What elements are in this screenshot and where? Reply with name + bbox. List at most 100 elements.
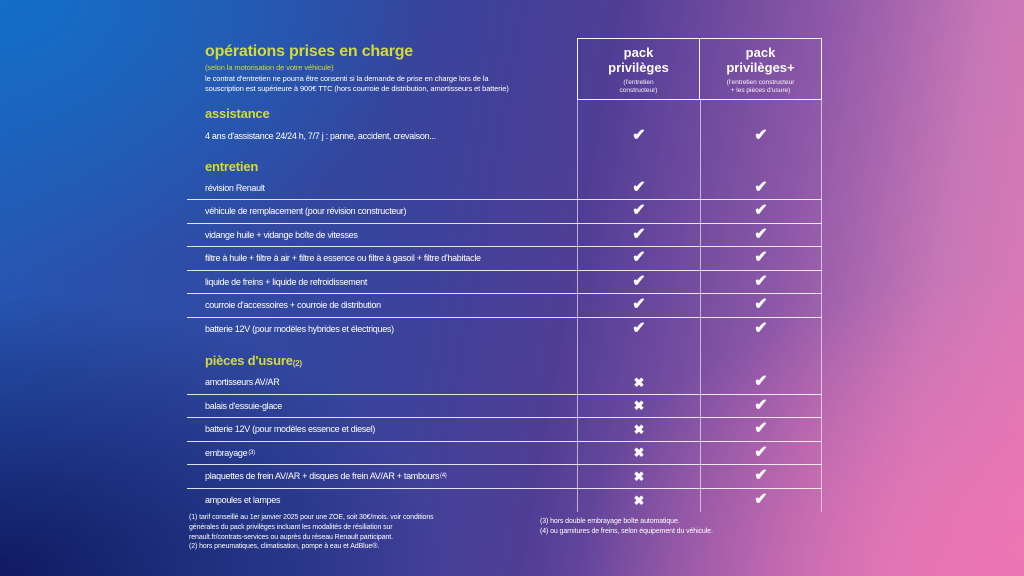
row-label: balais d'essuie-glace xyxy=(187,395,577,418)
pack-privileges-description: (l'entretien constructeur) xyxy=(619,78,658,94)
row-label-text: amortisseurs AV/AR xyxy=(205,377,280,388)
table-cell: ✔ xyxy=(700,247,822,270)
row-label-text: liquide de freins + liquide de refroidis… xyxy=(205,276,368,287)
included-check-icon: ✔ xyxy=(754,202,768,220)
row-label-text: batterie 12V (pour modèles hybrides et é… xyxy=(205,324,394,335)
excluded-cross-icon: ✖ xyxy=(633,468,645,484)
table-cell: ✖ xyxy=(577,441,700,464)
included-check-icon: ✔ xyxy=(754,178,768,196)
table-cell: ✔ xyxy=(700,200,822,223)
included-check-icon: ✔ xyxy=(754,296,768,314)
footnote-right: (3) hors double embrayage boîte automati… xyxy=(540,518,713,535)
table-row: révision Renault ✔ ✔ xyxy=(187,176,822,200)
included-check-icon: ✔ xyxy=(632,126,646,144)
included-check-icon: ✔ xyxy=(754,396,768,414)
row-label: 4 ans d'assistance 24/24 h, 7/7 j : pann… xyxy=(187,124,577,148)
pack-privileges-plus-description: (l'entretien constructeur + les pièces d… xyxy=(726,78,795,94)
excluded-cross-icon: ✖ xyxy=(633,445,645,461)
included-check-icon: ✔ xyxy=(754,272,768,290)
included-check-icon: ✔ xyxy=(754,420,768,438)
table-cell: ✔ xyxy=(577,317,700,341)
pack-privileges-header: pack privilèges (l'entretien constructeu… xyxy=(577,38,700,100)
section-heading-sup: (2) xyxy=(292,359,302,368)
included-check-icon: ✔ xyxy=(754,373,768,391)
row-label-text: plaquettes de frein AV/AR + disques de f… xyxy=(205,471,440,482)
table-cell: ✖ xyxy=(577,418,700,441)
footnotes: (1) tarif conseillé au 1er janvier 2025 … xyxy=(187,513,827,552)
row-label: liquide de freins + liquide de refroidis… xyxy=(187,271,577,294)
table-cell: ✔ xyxy=(577,176,700,199)
pack-privileges-name: pack privilèges xyxy=(608,45,669,75)
included-check-icon: ✔ xyxy=(632,320,646,338)
table-row: amortisseurs AV/AR ✖ ✔ xyxy=(187,371,822,395)
row-label-text: 4 ans d'assistance 24/24 h, 7/7 j : pann… xyxy=(205,130,436,141)
row-label: filtre à huile + filtre à air + filtre à… xyxy=(187,247,577,270)
table-cell: ✔ xyxy=(577,294,700,317)
excluded-cross-icon: ✖ xyxy=(633,398,645,414)
included-check-icon: ✔ xyxy=(754,225,768,243)
table-row: courroie d'accessoires + courroie de dis… xyxy=(187,294,822,318)
row-label-text: courroie d'accessoires + courroie de dis… xyxy=(205,300,381,311)
section-heading-row: assistance xyxy=(187,100,822,124)
table-cell xyxy=(577,100,700,124)
table-title-block: opérations prises en charge (selon la mo… xyxy=(187,38,577,100)
row-label-text: véhicule de remplacement (pour révision … xyxy=(205,206,407,217)
included-check-icon: ✔ xyxy=(632,296,646,314)
excluded-cross-icon: ✖ xyxy=(633,492,645,508)
included-check-icon: ✔ xyxy=(632,202,646,220)
row-label: batterie 12V (pour modèles essence et di… xyxy=(187,418,577,441)
table-cell: ✔ xyxy=(700,294,822,317)
table-header: opérations prises en charge (selon la mo… xyxy=(187,38,822,100)
row-label-text: balais d'essuie-glace xyxy=(205,400,282,411)
row-label-text: batterie 12V (pour modèles essence et di… xyxy=(205,424,376,435)
row-label-text: filtre à huile + filtre à air + filtre à… xyxy=(205,253,481,264)
table-row: 4 ans d'assistance 24/24 h, 7/7 j : pann… xyxy=(187,124,822,148)
included-check-icon: ✔ xyxy=(632,225,646,243)
table-cell: ✔ xyxy=(700,488,822,512)
table-section: pièces d'usure (2) amortisseurs AV/AR ✖ ✔ bal… xyxy=(187,341,822,512)
row-label-text: révision Renault xyxy=(205,182,265,193)
table-cell: ✔ xyxy=(577,270,700,293)
row-label-text: ampoules et lampes xyxy=(205,495,281,506)
table-row: balais d'essuie-glace ✖ ✔ xyxy=(187,394,822,418)
contract-note: le contrat d'entretien ne pourra être co… xyxy=(205,73,509,93)
included-check-icon: ✔ xyxy=(632,249,646,267)
table-row: véhicule de remplacement (pour révision … xyxy=(187,200,822,224)
table-cell: ✔ xyxy=(700,124,822,148)
included-check-icon: ✔ xyxy=(632,272,646,290)
table-cell: ✔ xyxy=(700,270,822,293)
table-cell: ✔ xyxy=(577,200,700,223)
table-row: liquide de freins + liquide de refroidis… xyxy=(187,270,822,294)
section-heading-row: pièces d'usure (2) xyxy=(187,341,822,371)
row-label: vidange huile + vidange boîte de vitesse… xyxy=(187,224,577,247)
table-cell xyxy=(700,100,822,124)
table-cell: ✖ xyxy=(577,488,700,512)
section-heading: assistance xyxy=(187,100,577,124)
table-cell: ✔ xyxy=(577,247,700,270)
section-heading-row: entretien xyxy=(187,147,822,177)
table-cell: ✔ xyxy=(700,371,822,394)
table-cell: ✔ xyxy=(700,465,822,488)
table-cell xyxy=(700,147,822,177)
table-row: embrayage (3) ✖ ✔ xyxy=(187,441,822,465)
included-check-icon: ✔ xyxy=(754,320,768,338)
table-cell: ✖ xyxy=(577,465,700,488)
pack-privileges-plus-name: pack privilèges+ xyxy=(726,45,795,75)
included-check-icon: ✔ xyxy=(754,491,768,509)
row-label: véhicule de remplacement (pour révision … xyxy=(187,200,577,223)
page-subtitle: (selon la motorisation de votre véhicule… xyxy=(205,62,334,72)
row-label-sup: (3) xyxy=(248,449,255,456)
table-row: batterie 12V (pour modèles essence et di… xyxy=(187,418,822,442)
included-check-icon: ✔ xyxy=(754,443,768,461)
included-check-icon: ✔ xyxy=(754,467,768,485)
included-check-icon: ✔ xyxy=(632,178,646,196)
table-section: assistance 4 ans d'assistance 24/24 h, 7/… xyxy=(187,100,822,148)
table-cell: ✔ xyxy=(700,176,822,199)
table-row: filtre à huile + filtre à air + filtre à… xyxy=(187,247,822,271)
section-heading-text: entretien xyxy=(205,158,259,174)
table-cell: ✔ xyxy=(700,317,822,341)
pack-privileges-plus-header: pack privilèges+ (l'entretien constructe… xyxy=(700,38,822,100)
row-label: batterie 12V (pour modèles hybrides et é… xyxy=(187,318,577,342)
table-cell: ✔ xyxy=(577,124,700,148)
